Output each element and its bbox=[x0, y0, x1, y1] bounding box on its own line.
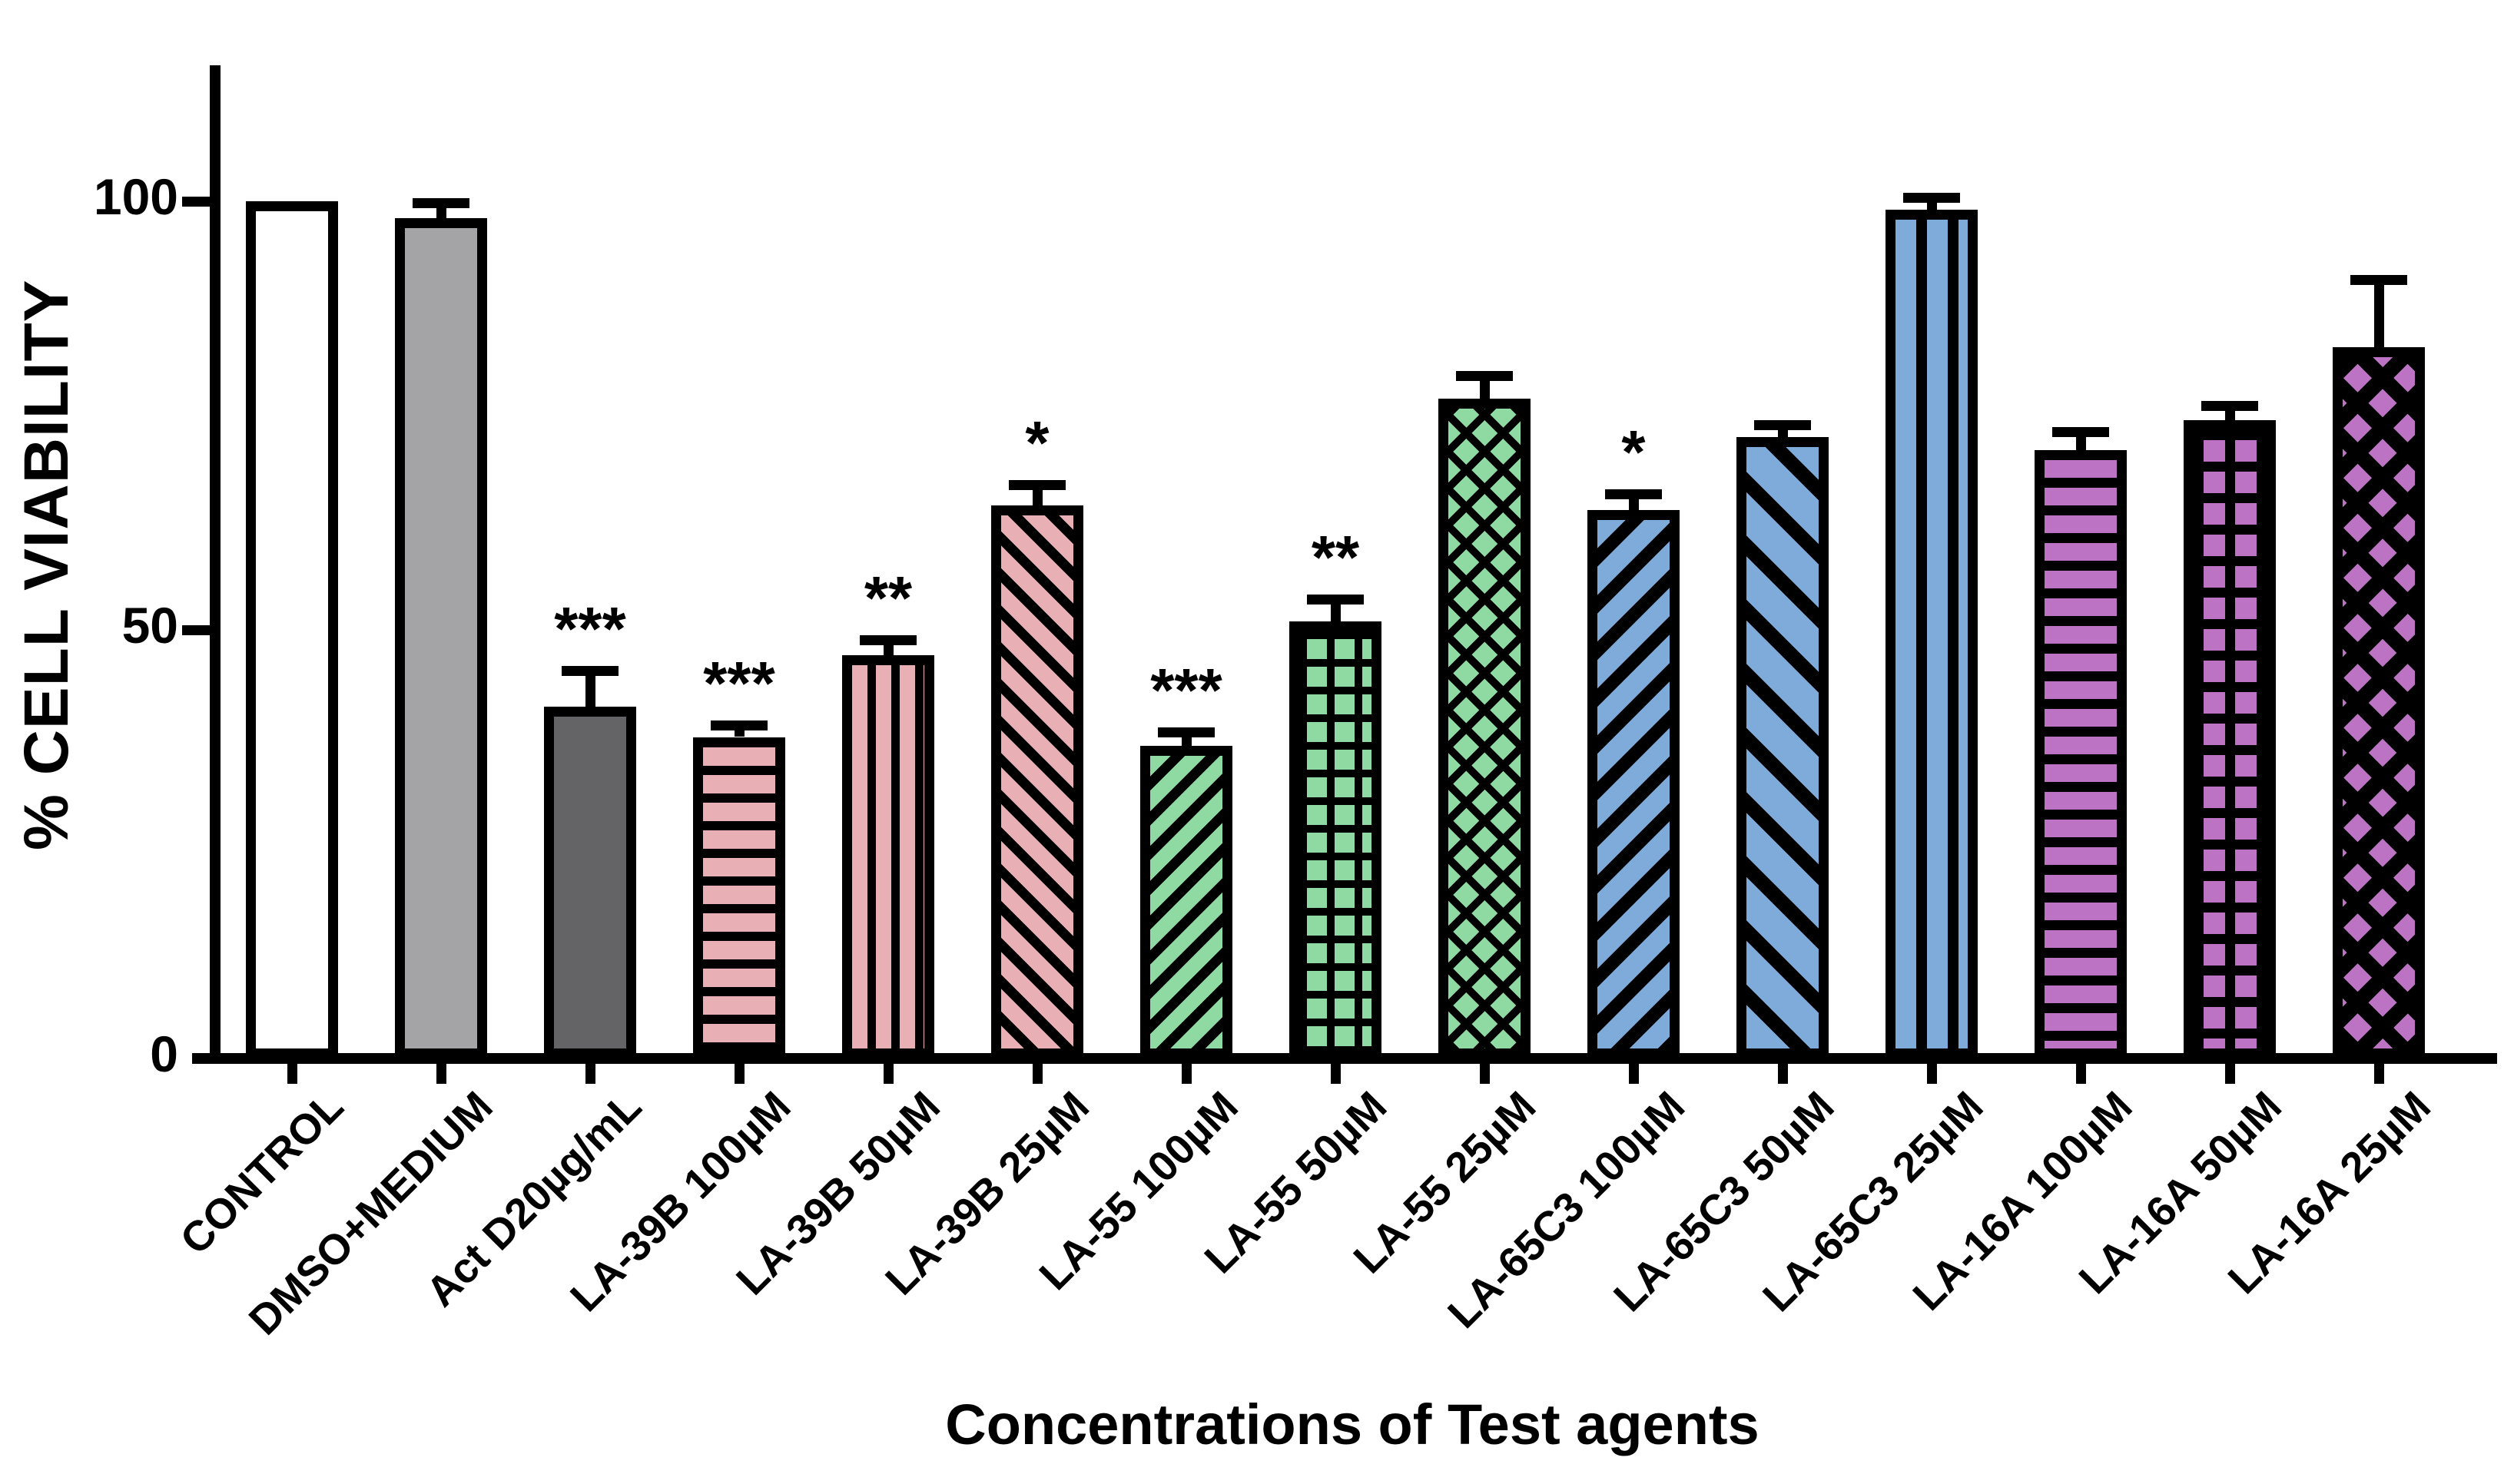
error-bar-cap bbox=[562, 666, 619, 677]
error-bar-cap bbox=[1307, 594, 1364, 605]
x-tick-mark bbox=[2075, 1064, 2086, 1084]
error-bar-cap bbox=[2201, 401, 2258, 412]
bar-act-d20-g-ml bbox=[544, 707, 636, 1058]
x-tick-mark bbox=[883, 1064, 894, 1084]
significance-stars: *** bbox=[554, 595, 626, 664]
x-tick-mark bbox=[1181, 1064, 1192, 1084]
error-bar-cap bbox=[1605, 489, 1662, 500]
bar-la-55-50-m bbox=[1289, 621, 1381, 1058]
bar-la-16a-100-m bbox=[2035, 449, 2127, 1058]
bar-la-55-100-m bbox=[1140, 745, 1232, 1058]
bar-la-39b-100-m bbox=[693, 737, 785, 1058]
significance-stars: ** bbox=[864, 564, 913, 633]
y-tick-mark bbox=[182, 625, 210, 635]
x-tick-mark bbox=[1926, 1064, 1937, 1084]
error-bar-stem bbox=[2373, 280, 2384, 347]
error-bar-cap bbox=[1158, 727, 1215, 737]
bar-la-39b-25-m bbox=[991, 505, 1083, 1058]
x-tick-mark bbox=[1628, 1064, 1639, 1084]
error-bar-cap bbox=[860, 635, 917, 646]
bar-la-65c3-25-m bbox=[1885, 210, 1978, 1058]
x-tick-mark bbox=[585, 1064, 595, 1084]
x-tick-mark bbox=[734, 1064, 745, 1084]
bar-control bbox=[246, 201, 338, 1058]
bar-la-39b-50-m bbox=[842, 655, 934, 1058]
x-tick-mark bbox=[1330, 1064, 1341, 1084]
significance-stars: *** bbox=[703, 648, 775, 717]
error-bar-cap bbox=[1009, 480, 1066, 491]
error-bar-cap bbox=[1456, 371, 1513, 382]
bar-dmso-medium bbox=[395, 218, 487, 1058]
error-bar-cap bbox=[1903, 193, 1960, 204]
x-tick-mark bbox=[2373, 1064, 2384, 1084]
y-axis-line bbox=[210, 65, 221, 1064]
y-tick-label: 100 bbox=[93, 168, 178, 225]
error-bar-cap bbox=[413, 197, 469, 208]
significance-stars: * bbox=[1025, 409, 1050, 478]
x-tick-mark bbox=[1777, 1064, 1788, 1084]
error-bar-stem bbox=[1330, 598, 1341, 621]
x-tick-mark bbox=[287, 1064, 297, 1084]
x-tick-mark bbox=[1479, 1064, 1490, 1084]
y-axis-title: % CELL VIABILITY bbox=[12, 279, 81, 850]
x-tick-mark bbox=[1032, 1064, 1043, 1084]
x-tick-mark bbox=[2224, 1064, 2235, 1084]
bar-la-16a-25-m bbox=[2333, 346, 2425, 1058]
significance-stars: ** bbox=[1311, 522, 1360, 591]
error-bar-cap bbox=[2350, 275, 2407, 286]
bar-la-65c3-100-m bbox=[1587, 509, 1680, 1058]
x-tick-mark bbox=[436, 1064, 446, 1084]
bar-la-65c3-50-m bbox=[1736, 436, 1829, 1058]
y-tick-label: 50 bbox=[121, 597, 178, 654]
y-tick-mark bbox=[182, 197, 210, 207]
x-axis-title: Concentrations of Test agents bbox=[945, 1393, 1759, 1456]
bar-la-55-25-m bbox=[1438, 398, 1531, 1058]
significance-stars: * bbox=[1621, 418, 1646, 487]
significance-stars: *** bbox=[1150, 655, 1222, 724]
error-bar-cap bbox=[1754, 419, 1811, 430]
error-bar-stem bbox=[1479, 376, 1490, 399]
error-bar-cap bbox=[711, 720, 768, 730]
error-bar-cap bbox=[2052, 426, 2109, 437]
y-tick-label: 0 bbox=[150, 1025, 178, 1082]
error-bar-stem bbox=[585, 671, 595, 707]
bar-la-16a-50-m bbox=[2184, 419, 2276, 1058]
